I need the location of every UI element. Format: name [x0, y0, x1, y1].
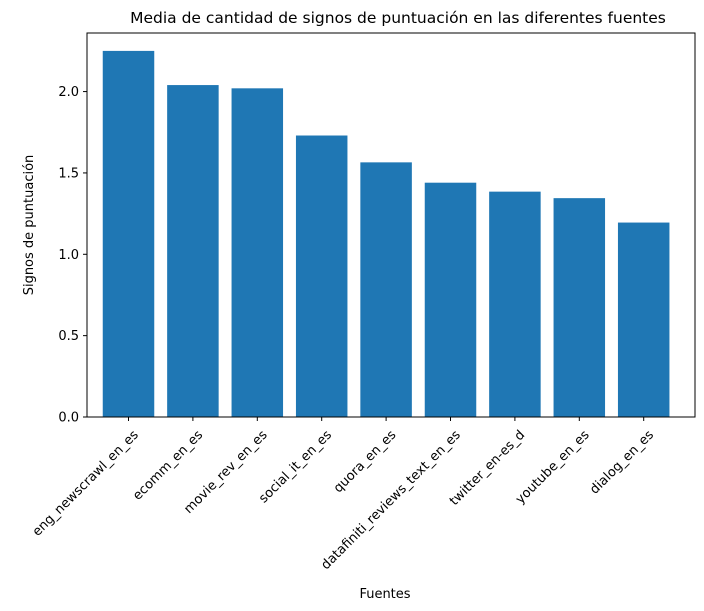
y-axis: 0.0 0.5 1.0 1.5 2.0 — [58, 85, 87, 426]
chart-title: Media de cantidad de signos de puntuació… — [130, 9, 666, 27]
x-axis: eng_newscrawl_en_esecomm_en_esmovie_rev_… — [30, 417, 657, 573]
bar-quora_en_es — [360, 162, 412, 417]
y-tick-label: 1.0 — [58, 248, 79, 263]
bar-datafiniti_reviews_text_en_es — [424, 182, 477, 417]
y-tick-label: 0.0 — [58, 411, 79, 426]
x-tick-label: dialog_en_es — [587, 427, 657, 497]
bars-group — [102, 50, 670, 418]
bar-twitter_en-es_d — [489, 191, 541, 417]
y-tick-label: 1.5 — [58, 166, 79, 181]
bar-ecomm_en_es — [167, 85, 219, 417]
plot-frame — [86, 32, 696, 418]
x-tick-label: datafiniti_reviews_text_en_es — [318, 428, 463, 573]
y-tick-label: 2.0 — [58, 85, 79, 100]
y-axis-label: Signos de puntuación — [22, 155, 37, 296]
bar-dialog_en_es — [617, 222, 670, 417]
bar-movie_rev_en_es — [231, 88, 284, 418]
x-axis-label: Fuentes — [359, 587, 410, 602]
x-tick-label: quora_en_es — [331, 427, 400, 496]
bar-eng_newscrawl_en_es — [102, 50, 155, 417]
x-tick-label: eng_newscrawl_en_es — [30, 427, 142, 539]
y-tick-label: 0.5 — [58, 329, 79, 344]
bar-youtube_en_es — [553, 198, 606, 417]
bar-social_it_en_es — [295, 135, 348, 417]
